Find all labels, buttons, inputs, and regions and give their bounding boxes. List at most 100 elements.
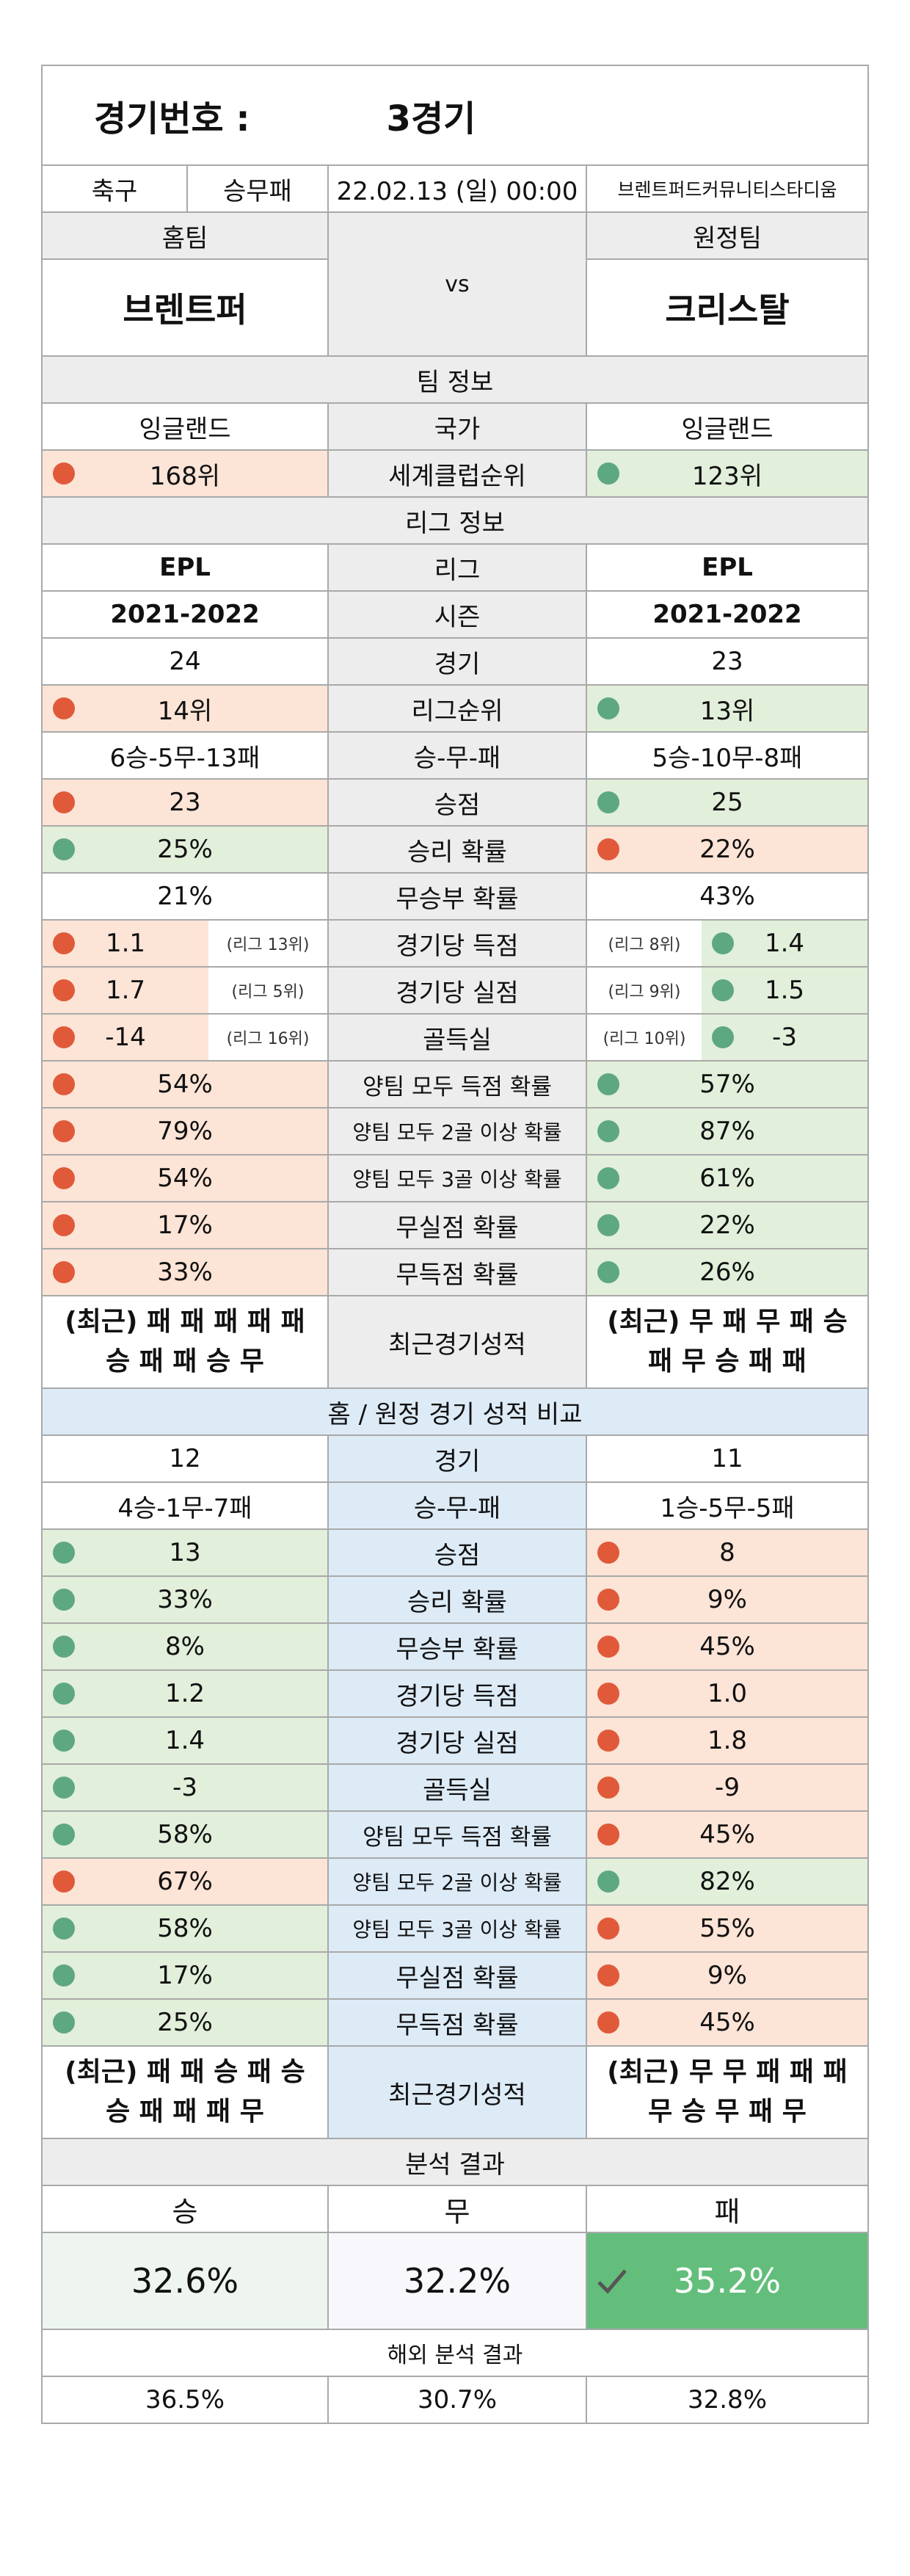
ha-points-label: 승점 [327,1530,586,1575]
good-indicator-icon [597,1214,619,1236]
win-label: 승 [172,2195,198,2228]
away-ha-draw-prob: 45% [699,1632,755,1661]
table-row: 13 승점 8 [43,1528,867,1575]
good-indicator-icon [597,1261,619,1283]
home-away-title: 홈 / 원정 경기 성적 비교 [327,1399,583,1429]
bad-indicator-icon [597,1683,619,1705]
home-btts-2: 79% [157,1117,213,1146]
bad-indicator-icon [53,462,75,485]
recent-form-label: 최근경기성적 [327,1296,586,1387]
ha-draw-prob-label: 무승부 확률 [327,1624,586,1669]
table-row: 21% 무승부 확률 43% [43,872,867,919]
home-ha-goals: 1.2 [164,1679,205,1708]
away-ha-no-score: 45% [699,2008,755,2037]
away-clean-sheet: 22% [699,1211,755,1240]
ha-games-label: 경기 [327,1436,586,1481]
home-games: 24 [169,647,201,676]
good-indicator-icon [597,697,619,719]
home-recent-line-2: 승 패 패 승 무 [106,1346,264,1376]
table-row: 25% 승리 확률 22% [43,825,867,872]
analysis-labels-row: 승 무 패 [43,2185,867,2232]
home-goal-diff-rank: (리그 16위) [208,1015,327,1060]
away-recent-line-1: (최근) 무 패 무 패 승 [607,1307,848,1337]
bad-indicator-icon [597,1730,619,1752]
home-goals-per-game: 1.1 [105,929,146,958]
match-info-row: 축구 승무패 22.02.13 (일) 00:00 브렌트퍼드커뮤니티스타디움 [43,164,867,211]
home-ha-games: 12 [169,1444,201,1473]
bad-indicator-icon [53,979,75,1001]
bad-indicator-icon [597,1777,619,1799]
table-row: 17% 무실점 확률 22% [43,1201,867,1248]
clean-sheet-label: 무실점 확률 [327,1202,586,1248]
table-row: 1.1 (리그 13위) 경기당 득점 (리그 8위) 1.4 [43,919,867,966]
good-indicator-icon [597,1167,619,1189]
away-season: 2021-2022 [586,592,867,637]
table-row: EPL 리그 EPL [43,543,867,590]
ha-record-label: 승-무-패 [327,1483,586,1528]
analysis-title-row: 분석 결과 [43,2138,867,2185]
conceded-per-game-label: 경기당 실점 [327,968,586,1013]
table-row: 잉글랜드 국가 잉글랜드 [43,402,867,449]
away-ha-btts-3: 55% [699,1914,755,1943]
home-clean-sheet: 17% [157,1211,213,1240]
table-row: 67% 양팀 모두 2골 이상 확률 82% [43,1857,867,1904]
home-league-rank: 14위 [43,686,327,731]
good-indicator-icon [53,1918,75,1940]
check-icon [597,2269,627,2294]
bad-indicator-icon [597,1824,619,1846]
home-conceded-per-game: 1.7 [105,976,146,1005]
btts-3-label: 양팀 모두 3골 이상 확률 [327,1155,586,1201]
home-recent-line-1: (최근) 패 패 패 패 패 [65,1307,305,1337]
match-datetime: 22.02.13 (일) 00:00 [327,166,586,211]
league-info-title-row: 리그 정보 [43,496,867,543]
home-ha-btts: 58% [157,1820,213,1849]
away-league-rank: 13위 [586,686,867,731]
country-label: 국가 [327,404,586,449]
match-number-value: 3경기 [386,98,476,139]
home-season: 2021-2022 [110,600,260,629]
bad-indicator-icon [597,1542,619,1564]
match-analysis-sheet: 경기번호 : 3경기 축구 승무패 22.02.13 (일) 00:00 브렌트… [41,65,869,2424]
good-indicator-icon [597,1073,619,1095]
good-indicator-icon [53,1824,75,1846]
table-row: 6승-5무-13패 승-무-패 5승-10무-8패 [43,731,867,778]
good-indicator-icon [53,838,75,860]
away-goals-per-game: 1.4 [764,929,805,958]
home-goals-rank: (리그 13위) [208,921,327,966]
home-ha-btts-2: 67% [157,1867,213,1896]
away-ha-points: 8 [719,1538,735,1567]
team-info-title-row: 팀 정보 [43,355,867,402]
home-country: 잉글랜드 [139,414,231,444]
btts-2-label: 양팀 모두 2골 이상 확률 [327,1109,586,1154]
home-ha-record: 4승-1무-7패 [117,1493,252,1523]
ha-btts-3-label: 양팀 모두 3골 이상 확률 [327,1906,586,1951]
good-indicator-icon [53,1636,75,1658]
bad-indicator-icon [53,1214,75,1236]
league-info-title: 리그 정보 [405,508,505,538]
home-draw-prob: 21% [157,882,213,911]
home-ha-no-score: 25% [157,2008,213,2037]
table-row: 24 경기 23 [43,637,867,684]
bad-indicator-icon [53,791,75,813]
bad-indicator-icon [597,2011,619,2033]
good-indicator-icon [597,1120,619,1142]
away-games: 23 [586,639,867,684]
bad-indicator-icon [53,1261,75,1283]
points-label: 승점 [327,780,586,825]
away-ha-games: 11 [586,1436,867,1481]
home-points: 23 [43,780,327,825]
away-team-label: 원정팀 [587,213,867,260]
home-league: EPL [159,553,211,582]
overseas-values-row: 36.5% 30.7% 32.8% [43,2376,867,2423]
home-no-score: 33% [157,1258,213,1287]
home-ha-points: 13 [169,1538,201,1567]
bad-indicator-icon [53,1871,75,1893]
table-row: 25% 무득점 확률 45% [43,1998,867,2045]
good-indicator-icon [53,1964,75,1987]
good-indicator-icon [712,1026,734,1048]
away-btts-3: 61% [699,1164,755,1193]
home-ha-recent-line-2: 승 패 패 패 무 [106,2097,264,2127]
home-ha-draw-prob: 8% [165,1632,205,1661]
away-ha-clean-sheet: 9% [707,1961,747,1990]
good-indicator-icon [53,1730,75,1752]
